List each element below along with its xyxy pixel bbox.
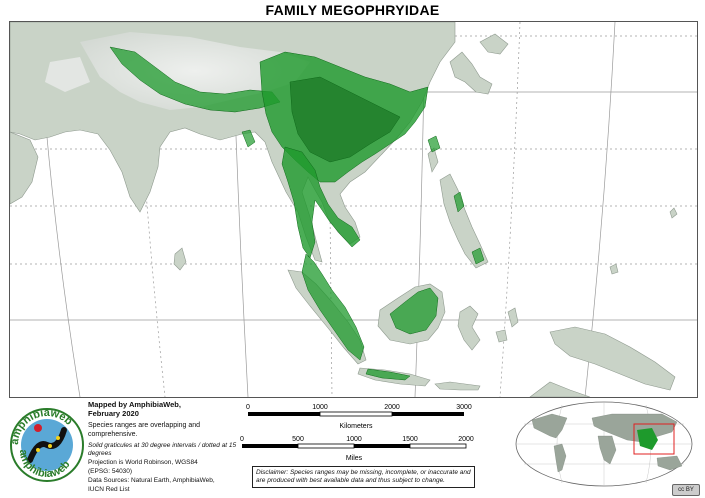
scale-bar-svg: 0 1000 2000 3000 Kilometers 0 500 1000 1… [240,404,474,462]
mi-tick-0: 0 [240,436,244,443]
scale-bars: 0 1000 2000 3000 Kilometers 0 500 1000 1… [236,400,486,470]
mi-segment [354,444,410,448]
mi-tick-2000: 2000 [458,436,474,443]
locator-map [512,400,697,488]
sources-line-1: Data Sources: Natural Earth, AmphibiaWeb… [88,477,215,484]
mi-segment [297,443,355,449]
map-title: FAMILY MEGOPHRYIDAE [265,2,440,18]
species-ranges [109,46,485,381]
km-unit: Kilometers [339,423,373,430]
projection-line-2: (EPSG: 54030) [88,468,133,475]
km-tick-2000: 2000 [384,404,400,411]
map-info: Mapped by AmphibiaWeb, February 2020 Spe… [88,400,238,494]
mi-segment [242,444,298,448]
projection-line-1: Projection is World Robinson, WGS84 [88,459,198,466]
map-canvas [10,22,697,397]
ranges-note: Species ranges are overlapping and compr… [88,422,201,438]
mapped-date: February 2020 [88,409,139,418]
mapped-by: Mapped by AmphibiaWeb, [88,400,181,409]
sources-line-2: IUCN Red List [88,486,130,493]
disclaimer: Disclaimer: Species ranges may be missin… [252,466,475,488]
km-segment [392,412,464,416]
km-tick-1000: 1000 [312,404,328,411]
mi-segment [409,443,467,449]
locator-svg [515,401,693,487]
graticule-note: Solid graticules at 30 degree intervals … [88,442,237,457]
main-map [9,21,698,398]
mi-tick-500: 500 [292,436,304,443]
mi-tick-1000: 1000 [346,436,362,443]
mi-tick-1500: 1500 [402,436,418,443]
mi-unit: Miles [346,455,363,462]
salamander-logo-icon: amphibiaweb amphibiaweb [9,407,84,482]
km-segment [248,412,320,416]
amphibiaweb-logo: amphibiaweb amphibiaweb [8,400,86,490]
license-badge: cc BY [672,484,700,496]
km-segment [319,411,393,417]
km-tick-3000: 3000 [456,404,472,411]
locator-extent-box [633,423,675,455]
km-tick-0: 0 [246,404,250,411]
